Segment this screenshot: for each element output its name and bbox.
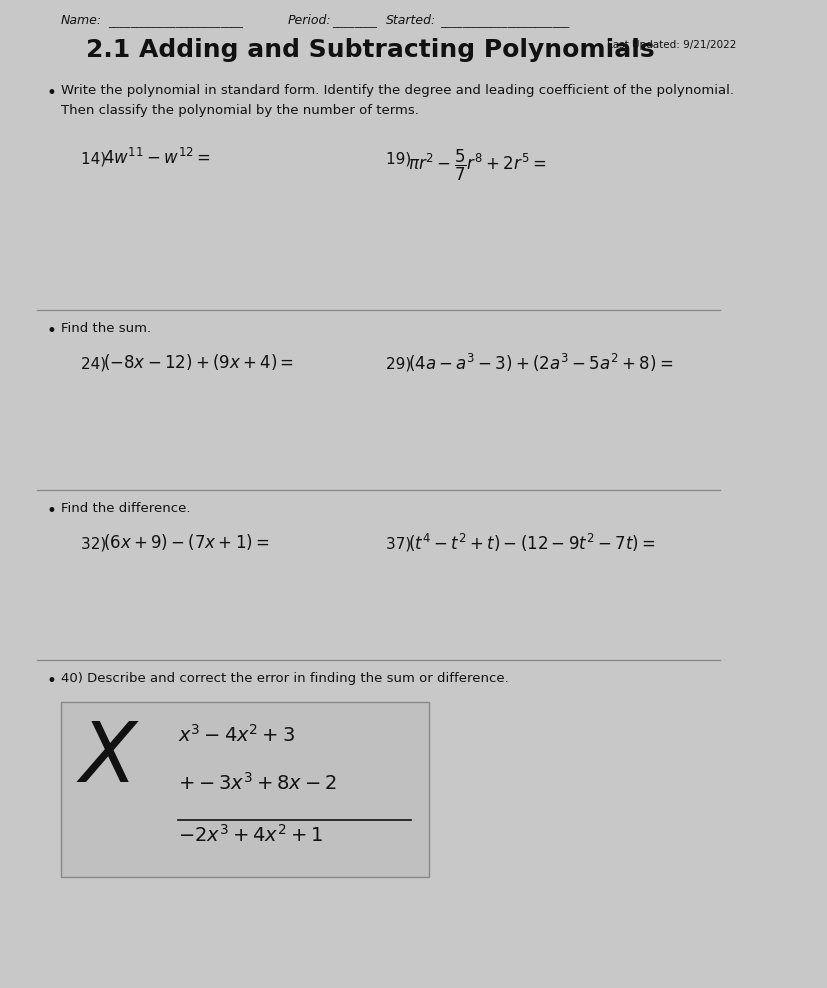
Text: $-2x^3 + 4x^2 + 1$: $-2x^3 + 4x^2 + 1$ <box>178 824 323 846</box>
Text: $4w^{11} - w^{12} =$: $4w^{11} - w^{12} =$ <box>103 148 211 168</box>
Text: Name:: Name: <box>61 14 103 27</box>
Text: $\pi r^{2} - \dfrac{5}{7}r^{8} + 2r^{5} =$: $\pi r^{2} - \dfrac{5}{7}r^{8} + 2r^{5} … <box>409 148 547 183</box>
Text: •: • <box>46 502 56 520</box>
Text: 2.1 Adding and Subtracting Polynomials: 2.1 Adding and Subtracting Polynomials <box>86 38 655 62</box>
Text: $(-8x - 12) + (9x + 4) =$: $(-8x - 12) + (9x + 4) =$ <box>103 352 294 372</box>
Text: •: • <box>46 322 56 340</box>
Text: $(4a - a^{3} - 3) + (2a^{3} - 5a^{2} + 8) =$: $(4a - a^{3} - 3) + (2a^{3} - 5a^{2} + 8… <box>409 352 673 374</box>
Text: $\mathit{X}$: $\mathit{X}$ <box>75 718 140 799</box>
Text: Then classify the polynomial by the number of terms.: Then classify the polynomial by the numb… <box>61 104 419 117</box>
Text: Write the polynomial in standard form. Identify the degree and leading coefficie: Write the polynomial in standard form. I… <box>61 84 734 97</box>
Text: Find the difference.: Find the difference. <box>61 502 190 515</box>
Text: 29): 29) <box>386 356 416 371</box>
Text: ________________________: ________________________ <box>108 18 242 28</box>
Text: Started:: Started: <box>386 14 436 27</box>
Text: ________: ________ <box>332 18 377 28</box>
Text: 24): 24) <box>81 356 111 371</box>
Text: Find the sum.: Find the sum. <box>61 322 151 335</box>
Text: •: • <box>46 84 56 102</box>
Bar <box>61 702 429 877</box>
Text: 37): 37) <box>386 536 416 551</box>
Text: Period:: Period: <box>287 14 331 27</box>
Text: $(6x + 9) - (7x + 1) =$: $(6x + 9) - (7x + 1) =$ <box>103 532 270 552</box>
Text: $x^3 - 4x^2 + 3$: $x^3 - 4x^2 + 3$ <box>178 724 294 746</box>
Text: Last Updated: 9/21/2022: Last Updated: 9/21/2022 <box>606 40 736 50</box>
Text: $(t^{4} - t^{2} + t) - (12 - 9t^{2} - 7t) =$: $(t^{4} - t^{2} + t) - (12 - 9t^{2} - 7t… <box>409 532 656 554</box>
Text: 19): 19) <box>386 152 416 167</box>
Text: 14): 14) <box>81 152 111 167</box>
Text: $+-3x^3 + 8x - 2$: $+-3x^3 + 8x - 2$ <box>178 772 337 794</box>
Text: 40) Describe and correct the error in finding the sum or difference.: 40) Describe and correct the error in fi… <box>61 672 509 685</box>
Text: •: • <box>46 672 56 690</box>
Text: _______________________: _______________________ <box>440 18 569 28</box>
Text: 32): 32) <box>81 536 111 551</box>
